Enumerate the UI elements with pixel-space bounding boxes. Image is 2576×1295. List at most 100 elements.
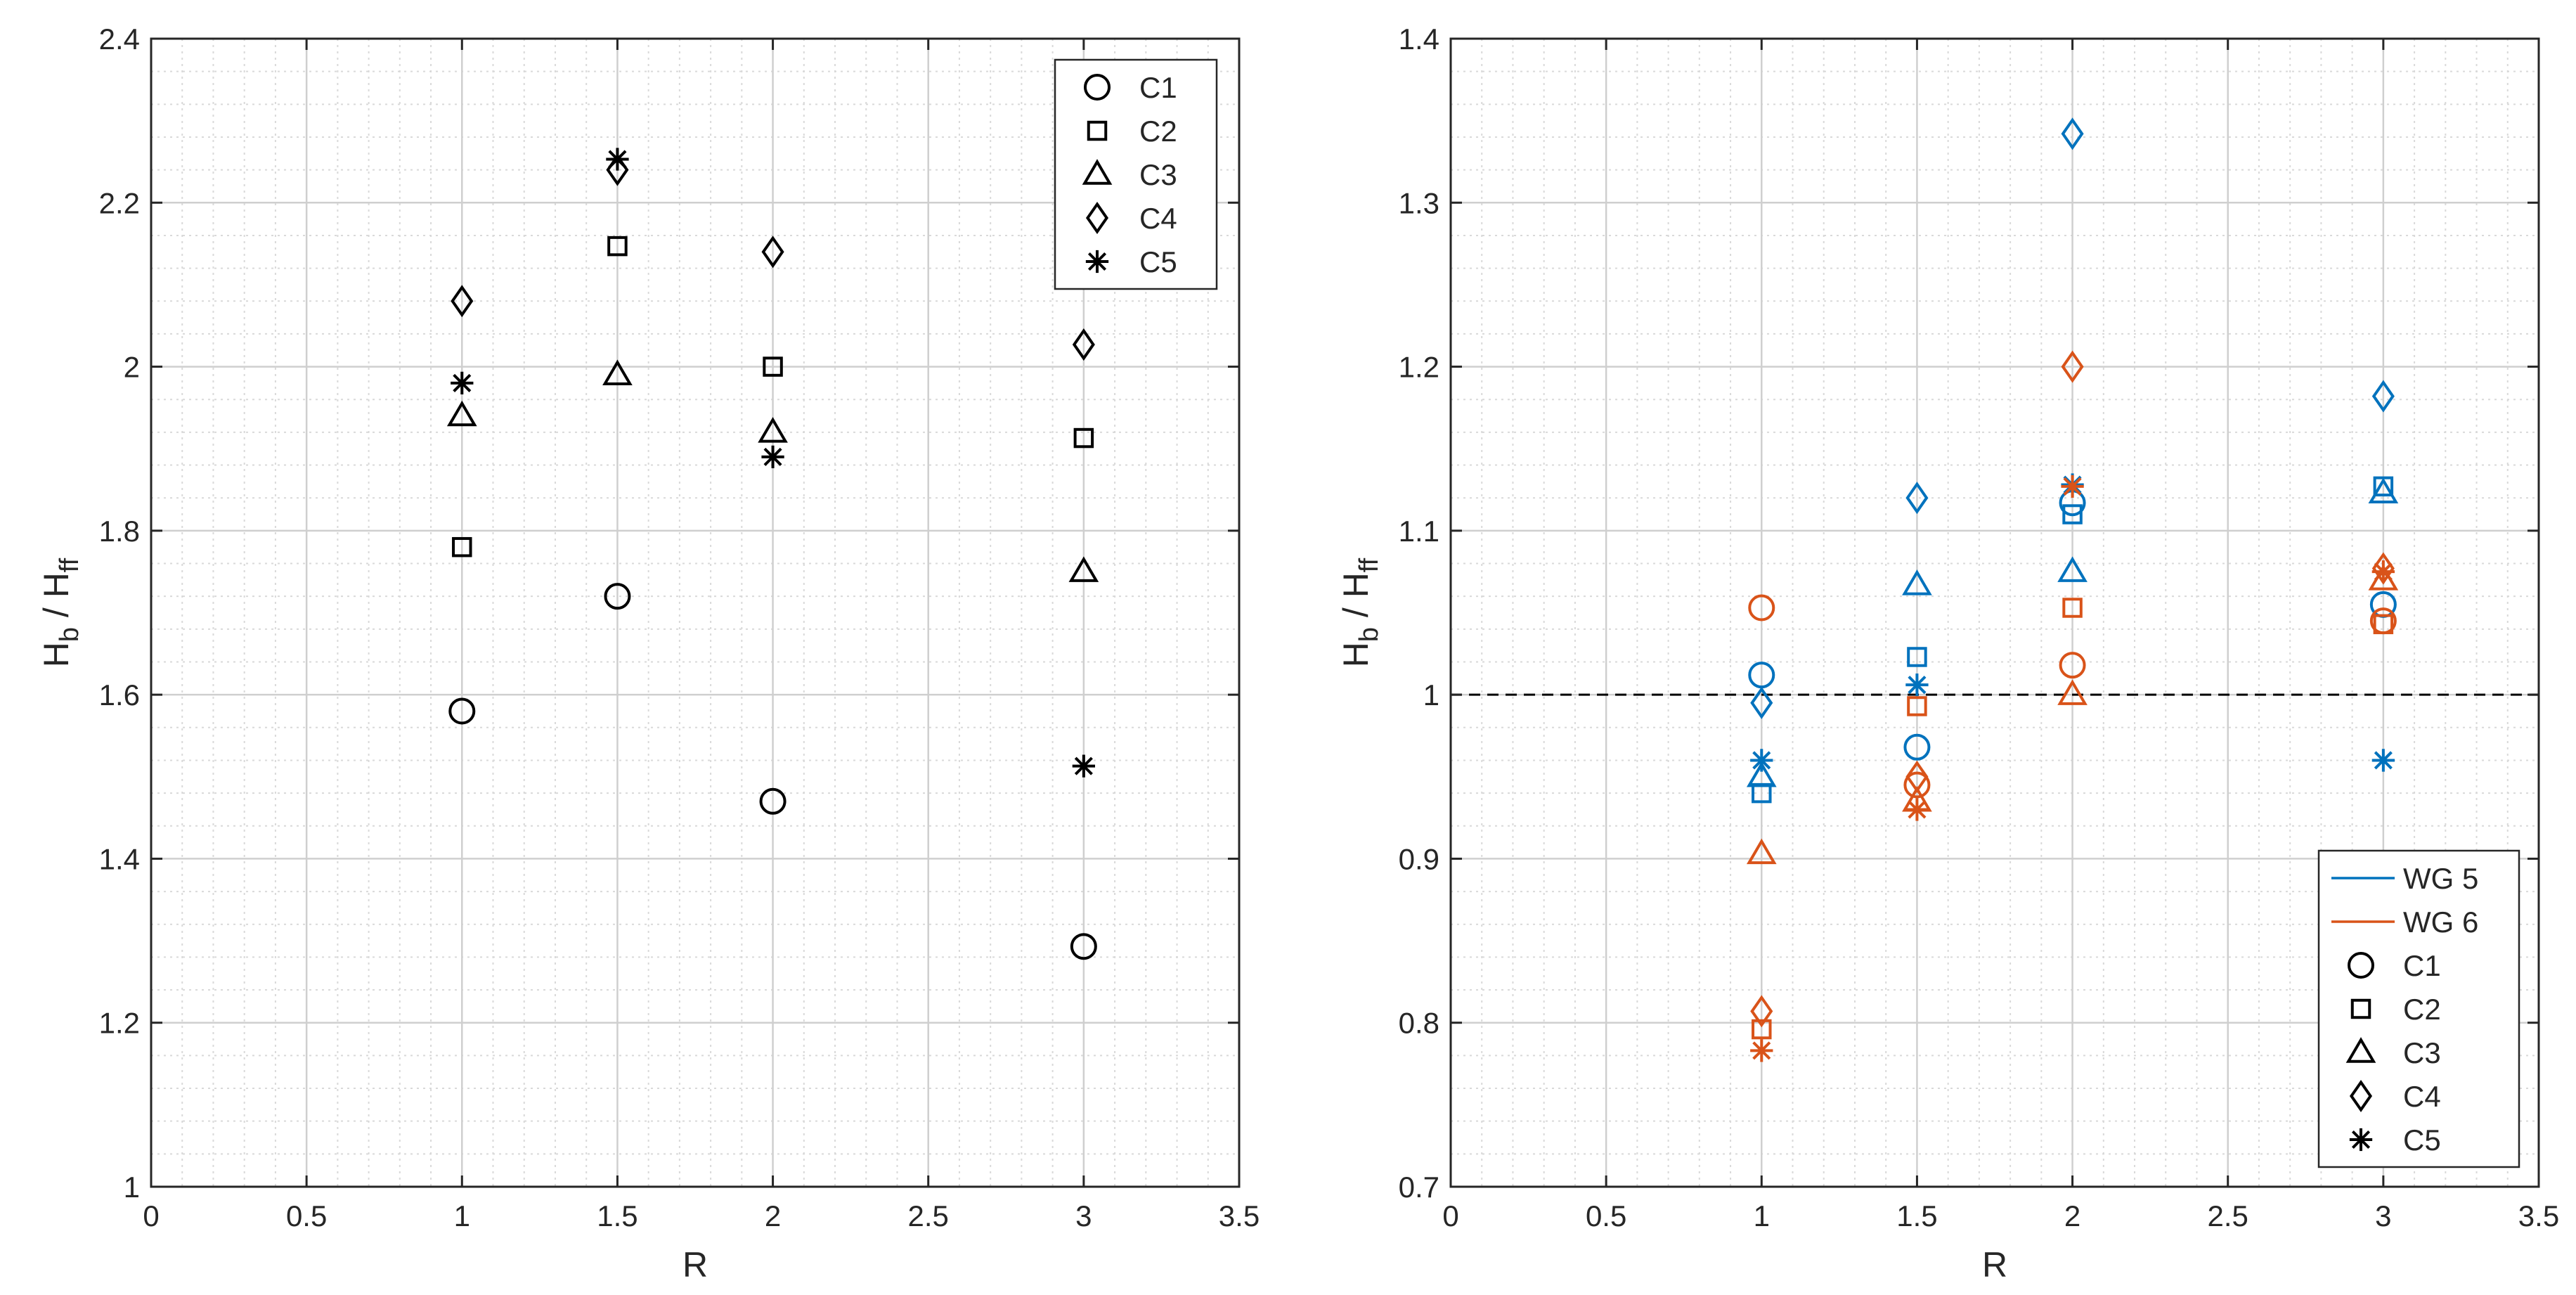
data-point-asterisk: [761, 445, 784, 469]
data-point-square: [607, 236, 628, 257]
data-point-circle: [1903, 771, 1931, 799]
data-point-circle: [2059, 652, 2086, 679]
right-y-axis-label: Hb / Hff: [1336, 558, 1384, 667]
data-point-circle: [448, 697, 476, 725]
left-legend-label: C2: [1139, 115, 1177, 148]
left-series-c3: [446, 359, 1099, 582]
right-y-tick-label: 0.7: [1399, 1171, 1439, 1204]
data-point-asterisk: [1905, 673, 1929, 697]
data-point-triangle: [2057, 679, 2088, 705]
left-x-tick-label: 3.5: [1219, 1199, 1260, 1232]
right-legend-label: C5: [2403, 1123, 2441, 1157]
right-legend-label: C3: [2403, 1036, 2441, 1069]
data-point-circle: [1070, 933, 1097, 960]
left-x-tick-label: 1.5: [597, 1199, 637, 1232]
data-point-triangle: [2368, 477, 2399, 503]
data-point-asterisk: [451, 371, 474, 395]
chart-right: 0 0.5 1 1.5 2 2.5 3 3.5 0.7 0.8 0.9 1 1.1 1.2 1.3 1.4 R H…: [1336, 22, 2559, 1284]
left-y-tick-label: 1: [124, 1171, 140, 1204]
right-legend-label: C1: [2403, 949, 2441, 982]
chart-left: 0 0.5 1 1.5 2 2.5 3 3.5 1 1.2 1.4 1.6 1.8 2 2.2 2.4 R Hb …: [37, 22, 1260, 1284]
data-point-diamond: [2061, 117, 2084, 150]
left-x-tick-label: 2.5: [908, 1199, 949, 1232]
data-point-square: [2062, 598, 2083, 618]
left-legend-marker: [1085, 201, 1109, 235]
data-point-diamond: [1072, 328, 1095, 361]
right-legend-label: WG 6: [2403, 906, 2478, 939]
right-legend: WG 5 WG 6 C1 C2 C3 C4 C5: [2317, 849, 2520, 1168]
data-point-asterisk: [1750, 749, 1773, 772]
right-legend-marker: [2345, 1037, 2376, 1063]
left-legend-label: C5: [1139, 245, 1177, 278]
data-point-square: [763, 356, 783, 377]
left-legend-label: C1: [1139, 71, 1177, 104]
data-point-diamond: [1750, 995, 1773, 1028]
right-minor-grid: [1451, 39, 2539, 1187]
left-legend-label: C3: [1139, 158, 1177, 191]
data-point-diamond: [2061, 350, 2084, 383]
left-legend: C1 C2 C3 C4 C5: [1054, 58, 1218, 290]
right-y-label-main: H: [1336, 642, 1376, 667]
left-x-tick-label: 1: [454, 1199, 470, 1232]
data-point-asterisk: [1750, 1039, 1773, 1062]
right-y-tick-label: 0.9: [1399, 842, 1439, 875]
right-x-axis-label: R: [1982, 1245, 2007, 1284]
left-series-c1: [448, 583, 1097, 960]
right-series-wg-5-c3: [1746, 477, 2399, 787]
data-point-circle: [1748, 594, 1775, 621]
data-point-asterisk: [606, 148, 629, 171]
right-axes-box: [1449, 37, 2540, 1188]
data-point-square: [2373, 614, 2394, 635]
right-x-tick-label: 0: [1442, 1199, 1458, 1232]
right-legend-marker: [2349, 1128, 2373, 1152]
left-series-c5: [451, 148, 1096, 778]
right-y-tick-label: 1.3: [1399, 186, 1439, 219]
data-point-triangle: [1746, 761, 1777, 787]
left-y-label-main: H: [37, 642, 76, 667]
data-point-asterisk: [1072, 754, 1096, 778]
right-series-wg-5-c4: [1750, 117, 2395, 719]
right-x-tick-label: 3: [2375, 1199, 2391, 1232]
data-point-triangle: [446, 400, 477, 427]
data-point-square: [1907, 696, 1927, 716]
right-y-tick-label: 1.2: [1399, 351, 1439, 384]
left-major-grid: [151, 39, 1239, 1187]
data-point-asterisk: [1905, 798, 1929, 821]
left-y-tick-label: 2.2: [99, 186, 140, 219]
data-point-diamond: [1905, 760, 1929, 793]
right-y-tick-label: 1.1: [1399, 515, 1439, 548]
left-y-tick-label: 2: [124, 351, 140, 384]
right-x-tick-label: 0.5: [1586, 1199, 1626, 1232]
left-y-axis-label: Hb / Hff: [37, 558, 84, 667]
right-y-tick-label: 1.4: [1399, 22, 1439, 56]
right-y-label-sep: / H: [1336, 572, 1376, 627]
left-y-label-sub2: ff: [55, 558, 84, 572]
left-legend-marker: [1087, 120, 1108, 141]
left-y-label-sub1: b: [55, 627, 84, 642]
right-series-wg-6-c5: [1750, 475, 2395, 1062]
right-legend-label: C4: [2403, 1080, 2441, 1113]
right-x-tick-label: 2: [2064, 1199, 2080, 1232]
data-point-asterisk: [2371, 560, 2395, 584]
left-x-tick-label: 0.5: [286, 1199, 327, 1232]
left-axes-box: [150, 37, 1241, 1188]
data-point-diamond: [1905, 482, 1929, 515]
left-legend-marker: [1085, 250, 1109, 273]
data-point-diamond: [451, 285, 474, 318]
right-legend-marker: [2349, 1079, 2373, 1113]
left-series-c2: [452, 236, 1094, 558]
right-x-tick-label: 1.5: [1896, 1199, 1937, 1232]
data-point-square: [1752, 1019, 1772, 1040]
data-point-triangle: [2057, 556, 2088, 582]
data-point-square: [2062, 504, 2083, 524]
data-point-triangle: [1068, 556, 1099, 582]
right-series-wg-6-c2: [1752, 598, 2394, 1040]
right-x-tick-label: 3.5: [2518, 1199, 2559, 1232]
right-y-tick-label: 1: [1423, 678, 1439, 711]
data-point-triangle: [758, 417, 788, 443]
right-legend-label: WG 5: [2403, 862, 2478, 895]
right-x-tick-label: 2.5: [2208, 1199, 2248, 1232]
data-point-circle: [1903, 733, 1931, 761]
left-legend-marker: [1084, 74, 1111, 101]
left-y-tick-label: 2.4: [99, 22, 140, 56]
